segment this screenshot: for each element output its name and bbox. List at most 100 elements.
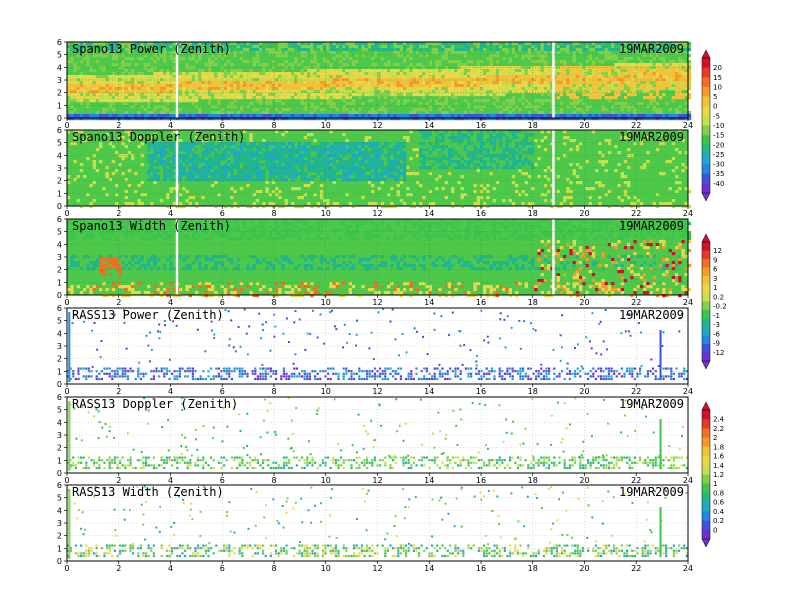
x-tick-label: 20 (579, 121, 589, 130)
heatmap-cell (543, 69, 548, 73)
heatmap-cell (73, 81, 77, 85)
heatmap-cell (137, 57, 141, 61)
heatmap-cell (278, 175, 282, 179)
heatmap-cell (451, 48, 455, 52)
heatmap-cell (575, 69, 580, 73)
heatmap-cell (374, 90, 378, 94)
heatmap-cell (662, 66, 666, 70)
heatmap-cell (214, 45, 218, 49)
heatmap-cell (105, 51, 109, 55)
heatmap-cell (310, 102, 314, 106)
heatmap-cell (159, 157, 164, 161)
heatmap-cell (169, 111, 173, 115)
heatmap-cell (147, 172, 151, 176)
heatmap-cell (153, 96, 157, 100)
heatmap-cell (239, 72, 244, 76)
heatmap-cell (627, 42, 631, 46)
heatmap-cell (300, 69, 304, 73)
heatmap-cell (518, 84, 522, 88)
heatmap-cell (636, 117, 640, 121)
heatmap-cell (291, 175, 295, 179)
heatmap-cell (582, 45, 586, 49)
heatmap-cell (620, 84, 624, 88)
heatmap-cell (355, 90, 359, 94)
heatmap-cell (495, 78, 500, 82)
heatmap-cell (294, 151, 298, 155)
heatmap-cell (259, 114, 263, 118)
heatmap-cell (239, 108, 244, 112)
heatmap-cell (591, 114, 596, 118)
heatmap-cell (185, 178, 189, 182)
heatmap-cell (515, 48, 519, 52)
heatmap-cell (511, 202, 516, 206)
y-tick-label: 5 (57, 51, 62, 60)
heatmap-cell (351, 111, 356, 115)
heatmap-cell (403, 157, 407, 161)
heatmap-cell (508, 69, 512, 73)
heatmap-cell (534, 48, 538, 52)
heatmap-cell (217, 72, 221, 76)
heatmap-cell (191, 196, 196, 200)
heatmap-cell (534, 69, 538, 73)
heatmap-cell (243, 78, 247, 82)
heatmap-cell (73, 93, 77, 97)
heatmap-cell (86, 87, 90, 91)
heatmap-cell (185, 157, 189, 161)
heatmap-cell (230, 81, 234, 85)
heatmap-cell (303, 78, 308, 82)
heatmap-cell (118, 154, 122, 158)
heatmap-cell (169, 145, 173, 149)
heatmap-cell (348, 163, 352, 167)
heatmap-cell (633, 72, 637, 76)
heatmap-cell (207, 78, 212, 82)
heatmap-cell (521, 57, 525, 61)
heatmap-cell (543, 99, 548, 103)
heatmap-cell (252, 193, 256, 197)
heatmap-cell (179, 166, 183, 170)
heatmap-cell (611, 87, 615, 91)
heatmap-cell (479, 139, 484, 143)
heatmap-cell (646, 90, 650, 94)
heatmap-cell (537, 42, 541, 46)
heatmap-cell (444, 111, 448, 115)
heatmap-cell (387, 175, 391, 179)
heatmap-cell (287, 63, 292, 67)
heatmap-cell (508, 148, 512, 152)
heatmap-cell (243, 163, 247, 167)
heatmap-cell (351, 78, 356, 82)
heatmap-cell (230, 69, 234, 73)
heatmap-cell (454, 72, 458, 76)
heatmap-cell (217, 93, 221, 97)
heatmap-cell (111, 145, 116, 149)
heatmap-cell (163, 51, 167, 55)
heatmap-cell (572, 111, 576, 115)
heatmap-cell (470, 90, 474, 94)
heatmap-cell (236, 72, 240, 76)
heatmap-cell (268, 99, 272, 103)
heatmap-cell (377, 87, 381, 91)
heatmap-cell (527, 78, 532, 82)
heatmap-cell (489, 139, 493, 143)
heatmap-cell (556, 42, 560, 46)
heatmap-cell (630, 114, 634, 118)
heatmap-cell (281, 205, 285, 209)
heatmap-cell (188, 81, 192, 85)
heatmap-cell (511, 133, 516, 137)
heatmap-cell (220, 75, 224, 79)
heatmap-cell (374, 142, 378, 146)
heatmap-cell (569, 96, 573, 100)
heatmap-cell (268, 45, 272, 49)
heatmap-cell (345, 42, 349, 46)
heatmap-cell (374, 69, 378, 73)
heatmap-cell (355, 75, 359, 79)
heatmap-cell (585, 78, 589, 82)
heatmap-cell (470, 42, 474, 46)
heatmap-cell (111, 42, 116, 46)
heatmap-cell (319, 90, 324, 94)
heatmap-cell (255, 96, 260, 100)
heatmap-cell (233, 142, 237, 146)
heatmap-cell (281, 151, 285, 155)
heatmap-cell (367, 42, 372, 46)
heatmap-cell (502, 57, 506, 61)
heatmap-cell (575, 42, 580, 46)
